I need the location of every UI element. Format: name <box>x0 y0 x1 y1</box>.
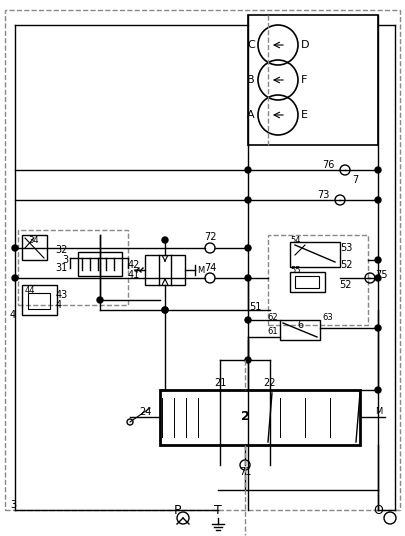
Circle shape <box>374 257 380 263</box>
Circle shape <box>244 245 250 251</box>
Text: 31: 31 <box>55 263 68 273</box>
Text: 3: 3 <box>10 500 16 510</box>
Text: 53: 53 <box>339 243 352 253</box>
Circle shape <box>374 197 380 203</box>
Text: 2: 2 <box>240 411 249 423</box>
Text: 51: 51 <box>248 302 260 312</box>
Text: T: T <box>213 503 221 517</box>
Bar <box>78 252 122 276</box>
Circle shape <box>244 357 250 363</box>
Text: 41: 41 <box>128 270 140 280</box>
Bar <box>289 272 324 292</box>
Text: 4: 4 <box>10 310 16 320</box>
Text: 22: 22 <box>263 378 275 388</box>
Text: 7: 7 <box>351 175 357 185</box>
Text: 55: 55 <box>289 265 300 274</box>
Text: 54: 54 <box>289 235 300 244</box>
Text: 52: 52 <box>338 280 350 290</box>
Text: 74: 74 <box>203 263 215 273</box>
Text: O: O <box>372 503 382 517</box>
Circle shape <box>244 317 250 323</box>
Text: A: A <box>247 110 254 120</box>
Text: 73: 73 <box>317 190 329 200</box>
Circle shape <box>244 197 250 203</box>
Text: 21: 21 <box>213 378 226 388</box>
Bar <box>28 293 50 309</box>
Bar <box>160 390 359 445</box>
Text: E: E <box>300 110 307 120</box>
Text: F: F <box>300 75 307 85</box>
Text: C: C <box>247 40 254 50</box>
Circle shape <box>162 307 168 313</box>
Text: 44: 44 <box>25 286 35 294</box>
Bar <box>22 235 47 260</box>
Text: 52: 52 <box>339 260 352 270</box>
Circle shape <box>374 387 380 393</box>
Bar <box>18 230 128 305</box>
Circle shape <box>12 275 18 281</box>
Bar <box>22 285 57 315</box>
Text: 32: 32 <box>55 245 68 255</box>
Text: M: M <box>374 407 382 416</box>
Text: 6: 6 <box>296 320 302 330</box>
Bar <box>289 242 339 267</box>
Text: 42: 42 <box>127 260 140 270</box>
Circle shape <box>12 245 18 251</box>
Text: 43: 43 <box>56 290 68 300</box>
Text: B: B <box>247 75 254 85</box>
Bar <box>294 276 318 288</box>
Text: M: M <box>196 265 204 274</box>
Text: 63: 63 <box>321 312 332 322</box>
Text: D: D <box>300 40 309 50</box>
Text: P: P <box>174 503 181 517</box>
Circle shape <box>97 297 103 303</box>
Text: 76: 76 <box>322 160 334 170</box>
Text: 62: 62 <box>267 312 277 322</box>
Text: 71: 71 <box>238 467 251 477</box>
Text: 24: 24 <box>139 407 151 417</box>
Circle shape <box>374 325 380 331</box>
Circle shape <box>244 167 250 173</box>
Text: 34: 34 <box>29 235 39 244</box>
Bar <box>145 255 185 285</box>
Text: 3: 3 <box>62 255 68 265</box>
Text: 4: 4 <box>56 300 62 310</box>
Text: 72: 72 <box>203 232 216 242</box>
Bar <box>279 320 319 340</box>
Text: 61: 61 <box>267 327 277 337</box>
Circle shape <box>162 237 168 243</box>
Circle shape <box>374 275 380 281</box>
Circle shape <box>244 275 250 281</box>
Circle shape <box>374 167 380 173</box>
Circle shape <box>162 307 168 313</box>
Bar <box>267 235 367 325</box>
Bar <box>247 15 377 145</box>
Text: 75: 75 <box>374 270 386 280</box>
